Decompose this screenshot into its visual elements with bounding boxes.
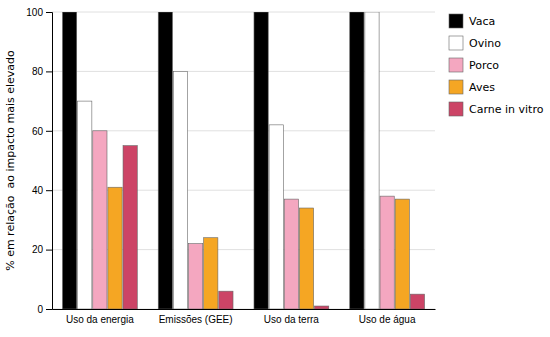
y-axis: 0 20 40 60 80 100: [26, 7, 52, 315]
bar: [173, 71, 187, 309]
legend-swatch: [449, 80, 463, 94]
bar: [315, 306, 329, 309]
bar-series: [78, 12, 379, 309]
tick-mark: [46, 71, 52, 72]
tick-mark: [46, 250, 52, 251]
bar: [365, 12, 379, 309]
legend-label: Porco: [469, 59, 499, 72]
legend-swatch: [449, 14, 463, 28]
tick-label: Uso da energia: [66, 314, 134, 325]
tick-label: 60: [32, 126, 44, 137]
legend-item: Carne in vitro: [449, 102, 544, 116]
bar: [93, 131, 107, 309]
tick-label: Uso da terra: [264, 314, 319, 325]
legend-swatch: [449, 36, 463, 50]
bar: [380, 196, 394, 309]
bar: [158, 12, 172, 309]
tick-label: 20: [32, 244, 44, 255]
axis-line: [53, 309, 436, 310]
bar: [410, 294, 424, 309]
tick-label: Emissões (GEE): [159, 314, 233, 325]
plot: 0 20 40 60 80 100 Uso da energia Emissões (GEE)…: [26, 7, 435, 325]
x-tick: Uso da terra: [264, 309, 319, 325]
y-tick: 20: [32, 244, 52, 255]
x-tick: Uso de água: [359, 309, 416, 325]
bar: [189, 244, 203, 309]
tick-label: 100: [26, 7, 43, 18]
x-tick: Emissões (GEE): [159, 309, 233, 325]
bar: [254, 12, 268, 309]
bar: [219, 291, 233, 309]
bar: [62, 12, 76, 309]
axis-line: [46, 13, 53, 310]
bar: [108, 187, 122, 309]
bar: [204, 238, 218, 309]
x-axis: Uso da energia Emissões (GEE) Uso da terra…: [53, 309, 436, 325]
bar-series: [62, 12, 363, 309]
bar-series: [108, 187, 409, 309]
tick-label: 80: [32, 66, 44, 77]
bar: [78, 101, 92, 309]
legend-item: Porco: [449, 58, 499, 72]
bar: [395, 199, 409, 309]
chart: 0 20 40 60 80 100 Uso da energia Emissões (GEE)…: [0, 0, 550, 337]
y-tick: 100: [26, 7, 52, 18]
y-tick: 80: [32, 66, 52, 77]
tick-label: 0: [37, 304, 43, 315]
legend-item: Aves: [449, 80, 495, 94]
grid: [52, 12, 435, 309]
y-axis-title: % em relação ao impacto mais elevado: [4, 50, 17, 271]
legend: Vaca Ovino Porco Aves Carne in vitro: [449, 14, 544, 116]
legend-swatch: [449, 102, 463, 116]
bars: [62, 12, 424, 309]
tick-label: Uso de água: [359, 314, 416, 325]
legend-item: Ovino: [449, 36, 501, 50]
bar: [350, 12, 364, 309]
x-tick: Uso da energia: [66, 309, 134, 325]
y-tick: 40: [32, 185, 52, 196]
tick-mark: [46, 190, 52, 191]
tick-mark: [46, 12, 52, 13]
y-tick: 0: [37, 304, 52, 315]
legend-label: Carne in vitro: [469, 103, 544, 116]
legend-swatch: [449, 58, 463, 72]
legend-item: Vaca: [449, 14, 495, 28]
legend-label: Vaca: [469, 15, 495, 28]
y-tick: 60: [32, 126, 52, 137]
tick-mark: [46, 131, 52, 132]
tick-mark: [46, 309, 52, 310]
bar: [284, 199, 298, 309]
bar-series: [123, 146, 424, 309]
legend-label: Aves: [469, 81, 495, 94]
bar-series: [93, 131, 394, 309]
bar: [269, 125, 283, 309]
legend-label: Ovino: [469, 37, 501, 50]
bar: [299, 208, 313, 309]
tick-label: 40: [32, 185, 44, 196]
bar: [123, 146, 137, 309]
